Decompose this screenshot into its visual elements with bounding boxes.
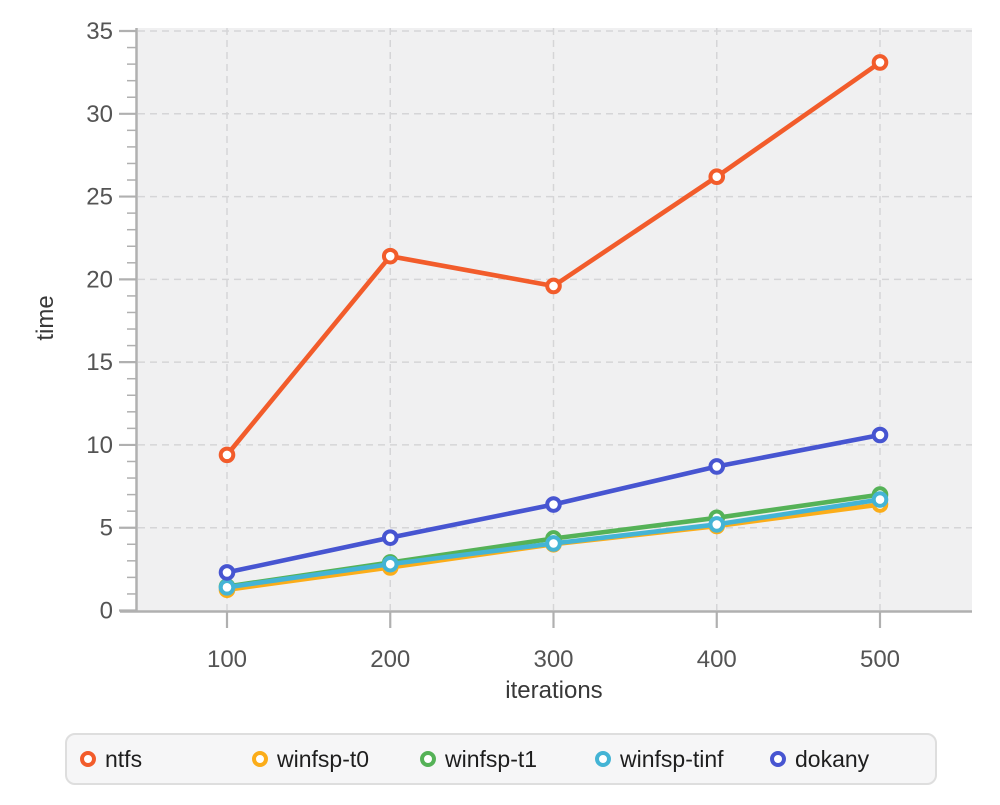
data-point-winfsp-tinf: [708, 516, 726, 533]
plot-layers: 0 5 10 15 20 25 30 35 100 200 300 400 500: [86, 18, 972, 673]
legend-marker-winfsp-t1-icon: [420, 751, 436, 767]
data-point-winfsp-tinf: [218, 579, 236, 596]
x-tick-label: 100: [207, 646, 247, 673]
plot-background: [137, 28, 972, 611]
legend-label-winfsp-t1: winfsp-t1: [445, 745, 538, 772]
data-point-ntfs: [545, 277, 562, 295]
data-point-ntfs: [381, 247, 399, 265]
y-tick-label: 25: [86, 184, 113, 211]
data-point-dokany: [381, 529, 399, 546]
y-tick-label: 30: [86, 101, 113, 128]
legend-marker-dokany-icon: [770, 751, 786, 767]
y-tick-label: 15: [86, 349, 113, 376]
data-point-dokany: [871, 426, 889, 444]
y-axis-title: time: [32, 295, 59, 340]
y-tick-label: 20: [86, 266, 113, 293]
y-tick-label: 10: [86, 432, 113, 459]
data-point-dokany: [708, 458, 726, 475]
legend-label-dokany: dokany: [795, 745, 870, 772]
y-tick-label: 35: [86, 18, 113, 45]
data-point-ntfs: [218, 446, 236, 464]
legend-item-winfsp-t0: winfsp-t0: [252, 735, 369, 783]
data-point-dokany: [545, 496, 562, 513]
chart-legend: ntfs winfsp-t0 winfsp-t1 winfsp-tinf dokany: [65, 733, 937, 785]
legend-label-winfsp-t0: winfsp-t0: [277, 745, 370, 772]
data-point-winfsp-tinf: [381, 555, 399, 573]
y-tick-label: 5: [100, 515, 113, 542]
data-point-winfsp-tinf: [545, 535, 562, 552]
data-point-ntfs: [871, 54, 889, 71]
data-point-winfsp-tinf: [871, 491, 889, 508]
x-axis-title: iterations: [505, 677, 602, 704]
legend-item-ntfs: ntfs: [80, 735, 142, 783]
legend-marker-ntfs-icon: [80, 751, 96, 767]
legend-label-ntfs: ntfs: [105, 745, 143, 772]
legend-marker-winfsp-t0-icon: [252, 751, 268, 767]
data-point-dokany: [218, 564, 236, 581]
x-tick-label: 500: [860, 646, 900, 673]
legend-marker-winfsp-tinf-icon: [595, 751, 611, 767]
x-tick-label: 300: [533, 646, 573, 673]
x-tick-label: 400: [697, 646, 737, 673]
legend-item-dokany: dokany: [770, 735, 869, 783]
data-point-ntfs: [708, 168, 726, 186]
legend-item-winfsp-tinf: winfsp-tinf: [595, 735, 724, 783]
x-tick-label: 200: [370, 646, 410, 673]
y-tick-label: 0: [100, 598, 113, 625]
legend-item-winfsp-t1: winfsp-t1: [420, 735, 537, 783]
legend-label-winfsp-tinf: winfsp-tinf: [620, 745, 724, 772]
